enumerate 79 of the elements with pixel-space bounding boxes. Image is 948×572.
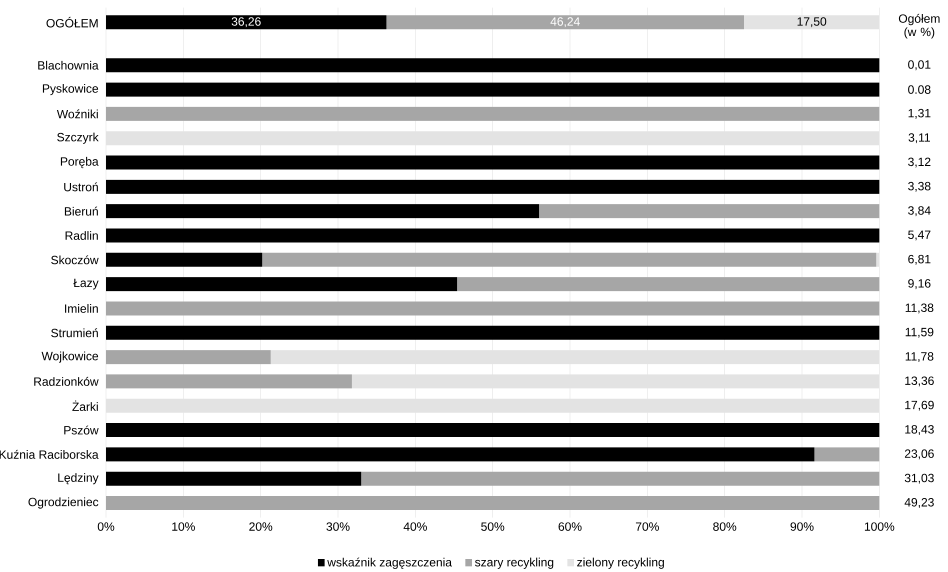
text: 17,69 bbox=[905, 400, 934, 411]
x-tick-label: 0% bbox=[98, 522, 114, 531]
bar bbox=[106, 472, 362, 486]
y-tick-label: Pyskowice bbox=[42, 84, 98, 96]
x-tick-label: 10% bbox=[172, 522, 195, 531]
x-tick-label: 60% bbox=[558, 522, 582, 531]
data-label: 17,50 bbox=[798, 17, 826, 28]
bar bbox=[106, 447, 814, 462]
y-tick-label: Lędziny bbox=[58, 473, 99, 484]
legend-label: zielony recykling bbox=[577, 558, 664, 569]
bar bbox=[106, 326, 880, 340]
text: 0,01 bbox=[908, 60, 930, 70]
text: 13,36 bbox=[905, 376, 934, 386]
bar bbox=[106, 496, 880, 510]
y-tick-label: Żarki bbox=[72, 400, 98, 412]
bar bbox=[106, 350, 271, 364]
x-tick-label: 80% bbox=[713, 522, 736, 531]
y-tick-label: Radzionków bbox=[34, 376, 99, 386]
x-tick-label: 90% bbox=[790, 522, 814, 531]
text: 1,31 bbox=[908, 108, 930, 119]
legend-label: wskaźnik zagęszczenia bbox=[327, 558, 452, 569]
bar bbox=[106, 301, 880, 316]
y-tick-label: Pszów bbox=[64, 426, 99, 435]
bar bbox=[106, 180, 880, 194]
y-tick-label: Szczyrk bbox=[57, 132, 99, 144]
text: 18,43 bbox=[905, 425, 934, 435]
y-tick-label: Skoczów bbox=[51, 255, 99, 264]
y-tick-label: Bieruń bbox=[64, 206, 98, 216]
text: 0.08 bbox=[908, 85, 930, 94]
x-tick-label: 30% bbox=[326, 522, 350, 531]
bar bbox=[106, 82, 880, 97]
legend-label: szary recykling bbox=[475, 558, 554, 569]
bar bbox=[106, 58, 880, 72]
bar bbox=[106, 374, 352, 388]
data-label: 36,26 bbox=[232, 17, 261, 28]
x-tick-label: 20% bbox=[249, 522, 272, 531]
bar bbox=[106, 106, 880, 121]
bar bbox=[539, 204, 880, 218]
text: 3,84 bbox=[908, 206, 931, 216]
x-tick-label: 40% bbox=[404, 522, 427, 531]
text: 31,03 bbox=[904, 474, 934, 484]
bar bbox=[814, 447, 880, 462]
y-tick-label: Blachownia bbox=[38, 60, 99, 70]
text: 6,81 bbox=[908, 254, 930, 265]
y-tick-label: Wojkowice bbox=[42, 351, 98, 363]
text: 5,47 bbox=[908, 230, 930, 240]
bar bbox=[361, 472, 880, 486]
bar bbox=[106, 423, 880, 438]
text: 3,38 bbox=[908, 182, 930, 192]
text: 3,12 bbox=[908, 158, 930, 168]
text: 3,11 bbox=[908, 133, 930, 144]
text: 9,16 bbox=[908, 279, 930, 290]
y-tick-label: Radlin bbox=[66, 231, 98, 240]
y-tick-label: Strumień bbox=[51, 328, 98, 338]
bar bbox=[106, 228, 880, 242]
y-tick-label: Ustroń bbox=[64, 182, 98, 192]
y-tick-label: Łazy bbox=[73, 278, 99, 290]
text: 23,06 bbox=[904, 449, 934, 460]
bar bbox=[106, 156, 880, 170]
bar bbox=[106, 252, 262, 267]
y-tick-label: Imielin bbox=[65, 304, 98, 313]
bar bbox=[262, 252, 876, 267]
bar bbox=[106, 204, 540, 218]
text: 11,78 bbox=[906, 352, 934, 362]
bar bbox=[106, 277, 458, 292]
bar bbox=[457, 277, 880, 292]
y2-axis-title: Ogółem (w %) bbox=[898, 14, 940, 39]
x-tick-label: 50% bbox=[481, 522, 504, 531]
y-tick-label: OGÓŁEM bbox=[46, 16, 98, 28]
x-tick-label: 100% bbox=[864, 522, 894, 531]
text: 11,38 bbox=[906, 303, 934, 314]
y-tick-label: Ogrodzieniec bbox=[28, 497, 98, 509]
data-label: 46,24 bbox=[550, 17, 580, 28]
y-tick-label: Woźniki bbox=[56, 109, 98, 118]
text: 11,59 bbox=[906, 328, 934, 338]
y-tick-label: Kuźnia Raciborska bbox=[0, 450, 99, 459]
text: 49,23 bbox=[904, 498, 934, 508]
x-tick-label: 70% bbox=[636, 522, 659, 531]
y-tick-label: Poręba bbox=[60, 156, 99, 168]
